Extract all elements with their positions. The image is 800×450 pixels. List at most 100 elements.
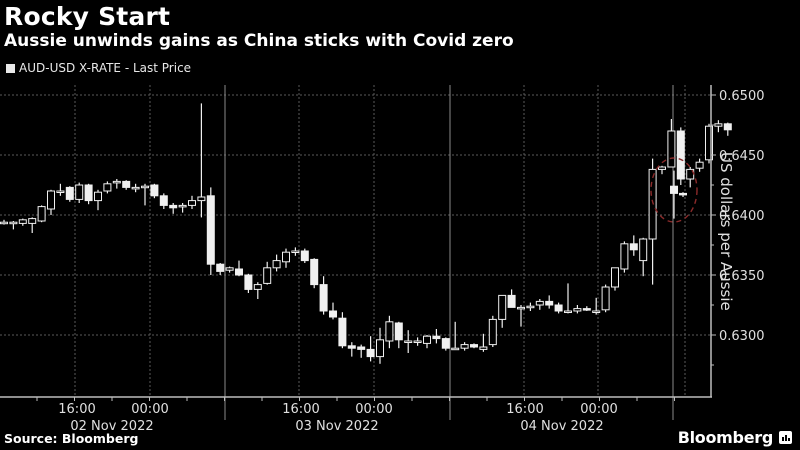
- x-date-label: 03 Nov 2022: [295, 419, 378, 434]
- x-axis-labels: 16:00 00:00 16:00 00:00 16:00 00:00 02 Nov 202…: [36, 397, 675, 434]
- brand-name: Bloomberg: [677, 428, 774, 447]
- candle: [526, 305, 535, 309]
- candle: [582, 308, 591, 311]
- x-tick-label: 00:00: [580, 402, 617, 417]
- candle: [75, 184, 84, 200]
- candle: [178, 204, 187, 208]
- candle: [592, 310, 601, 313]
- x-date-label: 02 Nov 2022: [70, 419, 153, 434]
- candle: [37, 206, 46, 222]
- axes: [0, 85, 712, 398]
- candle: [65, 186, 74, 200]
- chart-title: Rocky Start: [4, 2, 171, 31]
- candle: [517, 306, 525, 310]
- gridlines: [0, 85, 711, 420]
- candle: [159, 195, 168, 206]
- candle: [131, 186, 140, 190]
- candle: [639, 238, 648, 262]
- candle: [705, 125, 713, 161]
- x-date-label: 04 Nov 2022: [520, 419, 603, 434]
- x-tick-label: 16:00: [506, 402, 543, 417]
- candle: [554, 304, 563, 312]
- candle: [300, 250, 309, 262]
- candle: [282, 251, 290, 263]
- candle: [253, 284, 262, 290]
- candle: [310, 258, 319, 286]
- candle: [667, 130, 676, 168]
- legend: AUD-USD X-RATE - Last Price: [6, 61, 191, 75]
- candle: [498, 294, 507, 320]
- candle: [394, 322, 403, 341]
- bloomberg-brand: Bloomberg: [678, 428, 792, 447]
- candle: [507, 294, 516, 308]
- candle: [197, 196, 206, 202]
- y-tick-label: 0.6350: [719, 269, 765, 284]
- candle: [357, 346, 366, 350]
- candle: [112, 180, 121, 184]
- candle: [460, 344, 469, 349]
- candle: [385, 321, 394, 342]
- legend-swatch-icon: [6, 63, 15, 73]
- candle: [235, 268, 243, 276]
- candle: [535, 300, 544, 306]
- x-tick-label: 00:00: [131, 402, 168, 417]
- candle: [47, 190, 55, 210]
- candle: [216, 263, 225, 272]
- candle: [84, 184, 93, 202]
- candle: [545, 300, 554, 306]
- candle: [629, 243, 638, 251]
- candle: [263, 267, 272, 284]
- candle: [470, 344, 478, 348]
- candle: [376, 339, 384, 358]
- y-tick-label: 0.6500: [719, 89, 765, 104]
- candle: [404, 340, 413, 343]
- candle: [272, 260, 281, 269]
- candle: [441, 338, 450, 349]
- candle: [103, 183, 112, 192]
- candle: [423, 335, 431, 344]
- candle: [9, 221, 18, 225]
- x-tick-label: 16:00: [58, 402, 95, 417]
- candle: [206, 195, 215, 265]
- y-axis-labels: 0.6500 0.6450 0.6400 0.6350 0.6300: [711, 89, 765, 366]
- candle: [488, 318, 497, 346]
- candle: [347, 345, 356, 349]
- y-tick-label: 0.6400: [719, 209, 765, 224]
- source-note: Source: Bloomberg: [4, 431, 139, 446]
- candle: [56, 190, 65, 193]
- candle: [601, 286, 610, 311]
- chart-subtitle: Aussie unwinds gains as China sticks wit…: [4, 31, 514, 51]
- candle: [648, 168, 657, 240]
- candle: [432, 335, 441, 340]
- candle: [188, 200, 196, 206]
- candle: [244, 274, 253, 290]
- candle: [714, 123, 723, 127]
- candle: [150, 184, 159, 197]
- candle: [28, 218, 37, 224]
- candle: [679, 192, 687, 196]
- candle: [366, 348, 375, 358]
- candle: [413, 340, 422, 343]
- candle: [676, 130, 685, 180]
- candle: [723, 123, 732, 131]
- candle: [94, 191, 102, 202]
- candle: [451, 347, 460, 351]
- candle: [122, 180, 131, 188]
- candle: [338, 317, 347, 347]
- candle: [620, 243, 629, 270]
- candles: [0, 103, 732, 364]
- candle: [564, 310, 572, 313]
- candle: [0, 221, 8, 225]
- candle: [319, 284, 328, 312]
- candle: [291, 250, 300, 253]
- candle: [611, 267, 619, 288]
- candle: [695, 161, 704, 169]
- candle: [141, 185, 149, 189]
- candle: [329, 310, 337, 318]
- y-tick-label: 0.6300: [719, 329, 765, 344]
- legend-label: AUD-USD X-RATE - Last Price: [19, 61, 192, 75]
- candle: [18, 219, 27, 224]
- x-tick-label: 16:00: [282, 402, 319, 417]
- annotation-circle: [650, 157, 698, 223]
